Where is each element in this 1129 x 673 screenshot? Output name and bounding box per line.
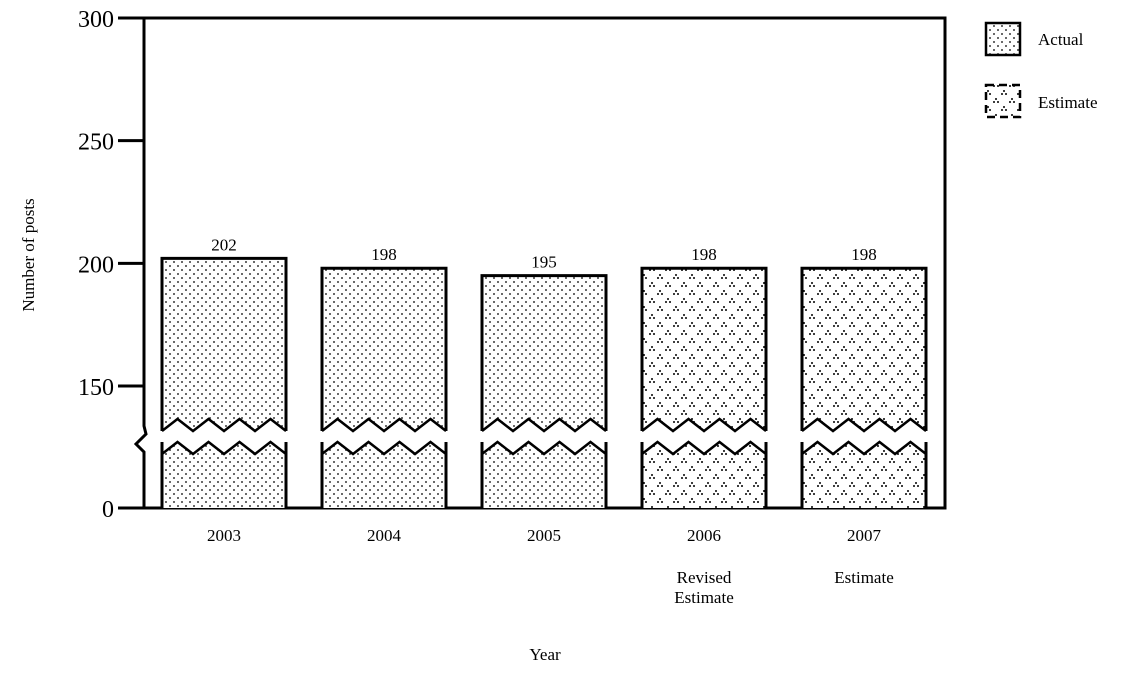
bar-upper-fill <box>322 268 446 431</box>
x-tick-label: 2003 <box>207 526 241 545</box>
bar-upper-fill <box>642 268 766 431</box>
bar-value-label: 198 <box>851 245 877 264</box>
bar-2007: 198 <box>800 245 928 508</box>
x-tick-label: 2007 <box>847 526 882 545</box>
x-tick-sublabel: Estimate <box>674 588 733 607</box>
bar-value-label: 202 <box>211 235 237 254</box>
legend-swatch-estimate <box>984 83 1022 119</box>
y-tick-label: 250 <box>78 130 114 156</box>
bar-lower-fill <box>802 442 926 508</box>
bar-break-bottom <box>481 440 607 456</box>
bar-break-top <box>641 417 767 433</box>
bar-upper-outline <box>160 256 288 431</box>
x-tick-label: 2006 <box>687 526 721 545</box>
bar-2004: 198 <box>320 245 448 508</box>
bar-upper-fill <box>482 275 606 431</box>
bar-break-top <box>481 417 607 433</box>
y-tick-label: 200 <box>78 252 114 278</box>
bar-break-top <box>321 417 447 433</box>
bar-2003: 202 <box>160 235 288 508</box>
bar-2006: 198 <box>640 245 768 508</box>
bar-upper-fill <box>802 268 926 431</box>
bar-lower-fill <box>642 442 766 508</box>
bar-break-bottom <box>801 440 927 456</box>
bar-break-top <box>801 417 927 433</box>
bar-value-label: 195 <box>531 253 557 272</box>
x-tick-label: 2004 <box>367 526 402 545</box>
y-tick-label: 0 <box>102 497 114 523</box>
bar-break-bottom <box>321 440 447 456</box>
bars: 202 198 195 198 198 <box>160 235 928 508</box>
bar-upper-outline <box>480 274 608 431</box>
bar-upper-outline <box>320 266 448 431</box>
x-tick-label: 2005 <box>527 526 561 545</box>
bar-upper-outline <box>640 266 768 431</box>
plot-frame <box>133 16 947 510</box>
bar-upper-fill <box>162 258 286 431</box>
legend: Actual Estimate <box>984 21 1097 119</box>
bar-value-label: 198 <box>371 245 397 264</box>
axis-frame <box>133 16 947 510</box>
bar-break-bottom <box>641 440 767 456</box>
bar-lower-fill <box>162 442 286 508</box>
bar-value-label: 198 <box>691 245 717 264</box>
legend-label-actual: Actual <box>1038 30 1084 49</box>
bar-upper-outline <box>800 266 928 431</box>
bar-break-top <box>161 417 287 433</box>
x-tick-sublabel: Estimate <box>834 568 893 587</box>
bar-break-bottom <box>161 440 287 456</box>
bar-2005: 195 <box>480 253 608 508</box>
y-axis-title: Number of posts <box>19 198 38 311</box>
x-tick-sublabel: Revised <box>677 568 732 587</box>
y-tick-label: 300 <box>78 7 114 33</box>
y-tick-label: 150 <box>78 375 114 401</box>
x-axis-labels: 2003 2004 2005 2006RevisedEstimate2007Estim… <box>207 526 894 607</box>
bar-lower-fill <box>482 442 606 508</box>
x-axis-title: Year <box>529 645 561 664</box>
legend-label-estimate: Estimate <box>1038 93 1097 112</box>
y-axis-ticks: 0 150 200 250 300 <box>78 7 144 523</box>
bar-lower-fill <box>322 442 446 508</box>
legend-swatch-actual <box>984 21 1022 57</box>
